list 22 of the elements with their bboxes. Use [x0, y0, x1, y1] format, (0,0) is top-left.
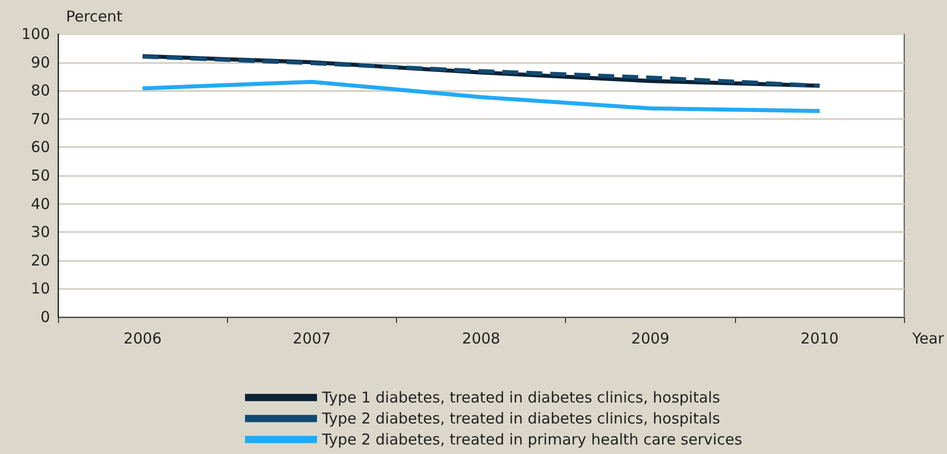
- y-tick-label: 70: [30, 110, 50, 128]
- y-tick-label: 60: [30, 138, 50, 156]
- x-tick-label: 2006: [124, 330, 162, 348]
- line-series: [140, 80, 822, 113]
- legend-label: Type 2 diabetes, treated in diabetes clinics, hospitals: [321, 410, 720, 428]
- y-tick-label: 20: [30, 251, 50, 270]
- y-axis-title: Percent: [66, 8, 123, 26]
- y-tick-label: 10: [30, 280, 50, 298]
- legend-label: Type 1 diabetes, treated in diabetes clinics, hospitals: [321, 388, 720, 406]
- y-tick-label: 50: [30, 166, 50, 184]
- x-tick-label: 2008: [462, 330, 500, 348]
- legend-label: Type 2 diabetes, treated in primary health care services: [321, 430, 742, 448]
- x-tick-label: 2009: [631, 330, 670, 348]
- y-tick-label: 40: [30, 194, 50, 213]
- y-tick-label: 90: [30, 53, 50, 72]
- y-tick-label: 80: [30, 82, 50, 100]
- x-tick-label: 2007: [292, 330, 331, 348]
- y-tick-label: 100: [21, 25, 50, 43]
- x-axis-title: Year: [911, 330, 945, 348]
- y-tick-label: 0: [40, 308, 50, 326]
- y-tick-label: 30: [30, 223, 50, 242]
- x-tick-label: 2010: [800, 330, 839, 348]
